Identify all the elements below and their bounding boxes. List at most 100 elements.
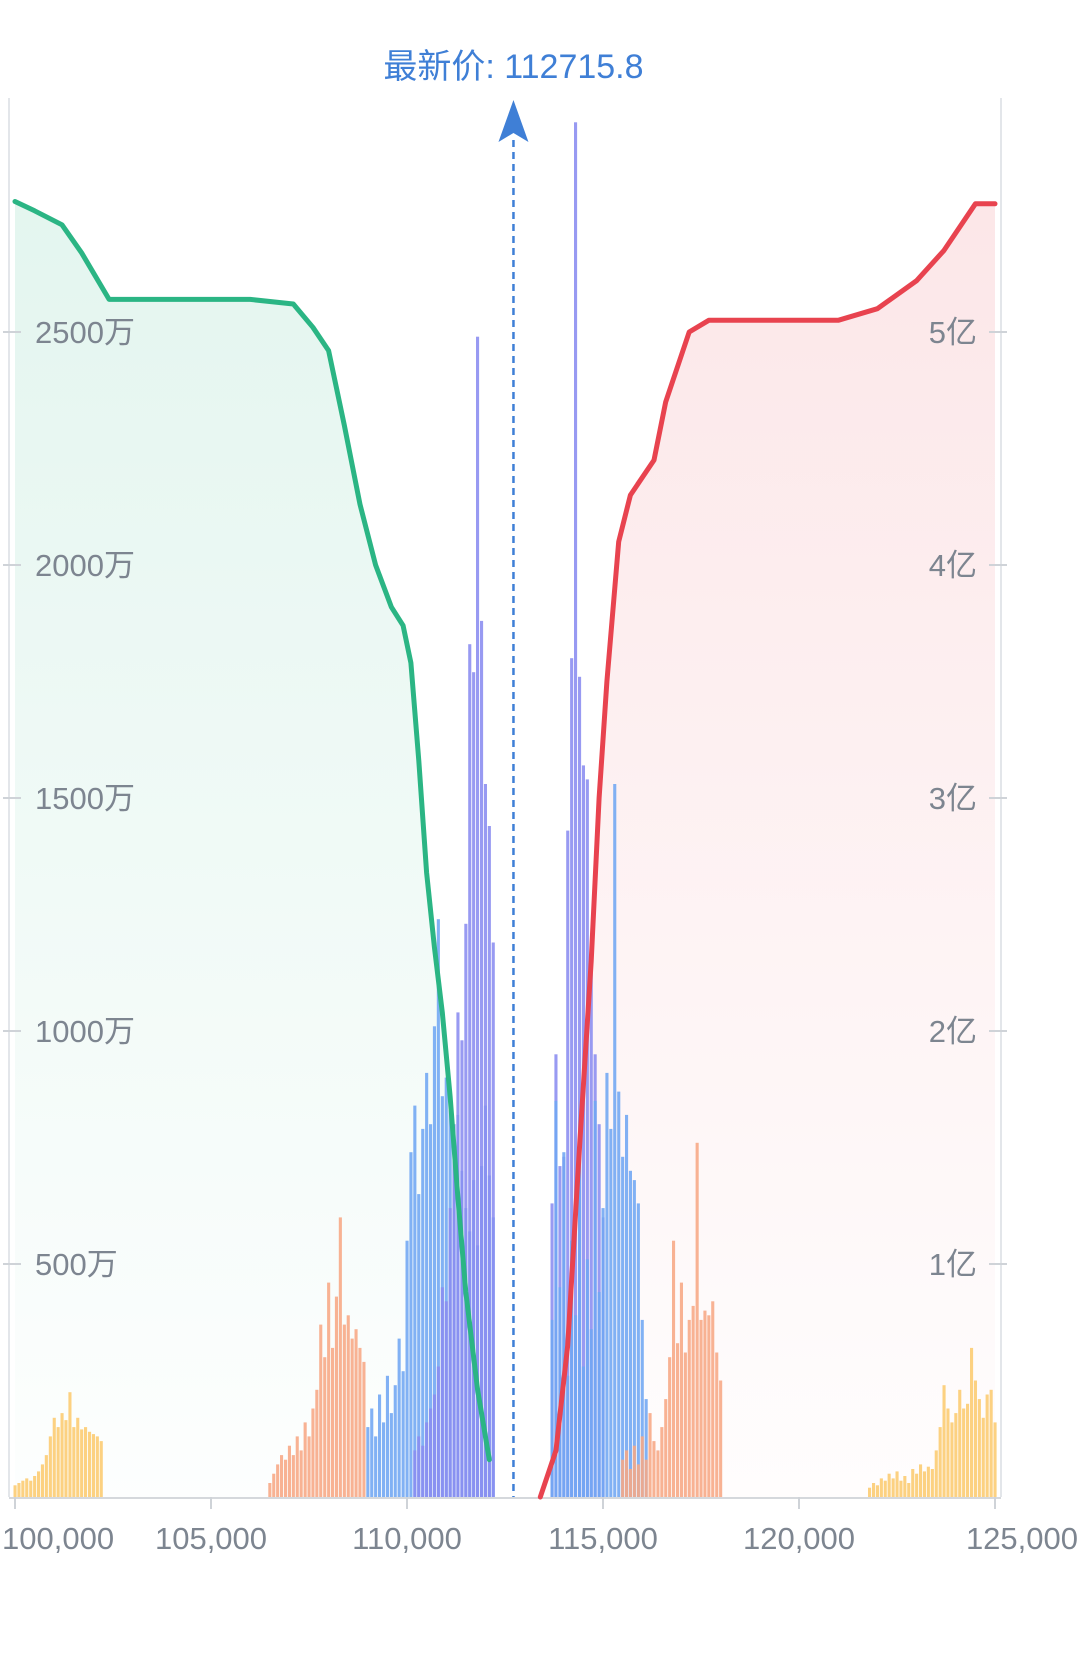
x-tick-label: 100,000 (2, 1521, 114, 1556)
depth-bar (291, 1455, 295, 1497)
depth-bar (397, 1338, 401, 1497)
depth-bar (703, 1310, 707, 1497)
depth-bar (887, 1473, 891, 1497)
depth-bar (436, 919, 440, 1497)
depth-bar (977, 1399, 981, 1497)
depth-bar (973, 1380, 977, 1497)
depth-bar (644, 1459, 648, 1497)
depth-bars (13, 122, 997, 1498)
depth-bar (644, 1399, 648, 1497)
depth-bar (930, 1469, 934, 1497)
depth-bar (448, 1208, 452, 1497)
depth-bar (664, 1399, 668, 1497)
depth-bar (323, 1357, 327, 1497)
depth-bar (625, 1450, 629, 1497)
depth-bar (613, 784, 617, 1497)
left-tick-label: 500万 (35, 1247, 118, 1282)
right-tick-label: 4亿 (929, 548, 977, 583)
depth-bar (648, 1413, 652, 1497)
depth-bar (566, 830, 570, 1497)
depth-bar (374, 1436, 378, 1497)
depth-bar (56, 1427, 60, 1497)
depth-bar (468, 644, 472, 1497)
depth-bar (48, 1436, 52, 1497)
depth-bar (429, 1408, 433, 1497)
depth-bar (421, 1128, 425, 1497)
depth-bar (354, 1329, 358, 1497)
depth-bar (605, 1072, 609, 1497)
depth-bar (444, 1301, 448, 1497)
depth-bar (72, 1427, 76, 1497)
depth-bar (879, 1478, 883, 1497)
depth-bar (958, 1389, 962, 1497)
depth-bar (350, 1338, 354, 1497)
right-axis-ticks: 1亿 2亿 3亿 4亿 5亿 (929, 315, 1007, 1282)
depth-bar (919, 1464, 923, 1497)
depth-bar (989, 1389, 993, 1497)
depth-bar (483, 784, 487, 1497)
depth-bar (436, 1366, 440, 1497)
depth-bar (413, 1450, 417, 1497)
depth-bar (401, 1371, 405, 1497)
depth-bar (315, 1389, 319, 1497)
depth-bar (585, 1259, 589, 1497)
depth-bar (472, 672, 476, 1497)
depth-bar (695, 1142, 699, 1497)
depth-bar (413, 1105, 417, 1497)
depth-bar (334, 1296, 338, 1497)
depth-bar (895, 1471, 899, 1497)
depth-bar (691, 1305, 695, 1497)
depth-bar (660, 1427, 664, 1497)
depth-bar (268, 1483, 272, 1497)
depth-bar (84, 1427, 88, 1497)
depth-bar (903, 1476, 907, 1497)
depth-bar (911, 1469, 915, 1497)
depth-bar (487, 826, 491, 1497)
depth-bar (632, 1445, 636, 1497)
depth-bar (652, 1441, 656, 1497)
depth-bar (276, 1464, 280, 1497)
depth-bar (342, 1324, 346, 1497)
depth-bar (64, 1420, 68, 1497)
depth-bar (915, 1473, 919, 1497)
depth-bar (679, 1282, 683, 1497)
bid-area-fill (15, 201, 490, 1497)
depth-bar (922, 1471, 926, 1497)
depth-bar (632, 1180, 636, 1497)
depth-bar (891, 1478, 895, 1497)
latest-price-marker: 最新价: 112715.8 (383, 48, 644, 1497)
x-tick-label: 125,000 (966, 1521, 1078, 1556)
depth-bar (636, 1464, 640, 1497)
depth-bar (899, 1480, 903, 1497)
depth-bar (954, 1413, 958, 1497)
depth-bar (303, 1422, 307, 1497)
depth-bar (378, 1394, 382, 1497)
depth-bar (88, 1431, 92, 1497)
depth-bar (299, 1450, 303, 1497)
depth-bar (327, 1282, 331, 1497)
left-tick-label: 2500万 (35, 315, 135, 350)
depth-bar (574, 122, 578, 1497)
depth-bar (287, 1445, 291, 1497)
depth-bar (417, 1194, 421, 1497)
depth-bar (574, 1315, 578, 1497)
depth-bar (981, 1417, 985, 1497)
depth-bar (346, 1315, 350, 1497)
depth-bar (554, 1100, 558, 1497)
right-tick-label: 3亿 (929, 781, 977, 816)
depth-bar (295, 1436, 299, 1497)
depth-bar (589, 951, 593, 1497)
depth-bar (934, 1450, 938, 1497)
depth-bar (80, 1429, 84, 1497)
depth-bar (421, 1445, 425, 1497)
depth-bar (393, 1385, 397, 1497)
depth-bar (480, 620, 484, 1497)
left-tick-label: 2000万 (35, 548, 135, 583)
depth-bar (425, 1072, 429, 1497)
depth-bar (566, 1375, 570, 1497)
depth-bar (405, 1240, 409, 1497)
depth-bar (417, 1436, 421, 1497)
depth-bar (432, 1026, 436, 1497)
depth-bar (272, 1473, 276, 1497)
latest-price-arrow-icon (498, 100, 529, 142)
